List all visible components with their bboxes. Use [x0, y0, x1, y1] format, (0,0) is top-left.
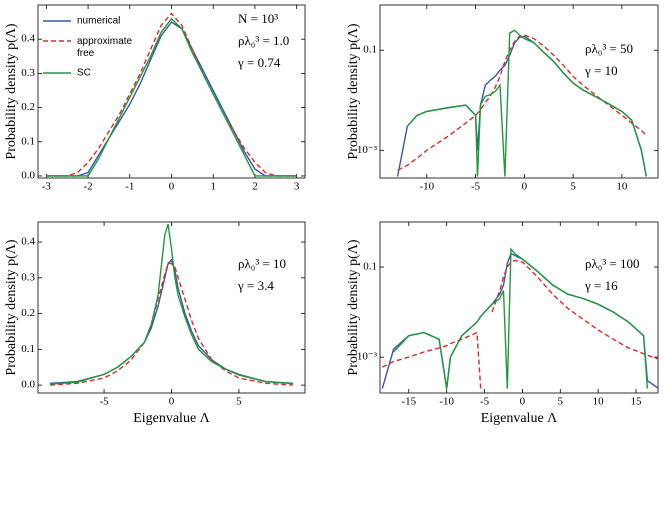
y-tick-label: 0.0 [21, 379, 35, 391]
annotation: ρλ₀³ = 50 [585, 41, 633, 56]
y-tick-label: 0.1 [21, 135, 35, 147]
series-line [396, 35, 647, 177]
x-tick-label: 10 [593, 396, 605, 408]
x-tick-label: -5 [99, 396, 109, 408]
y-axis-label: Probability density p(Λ) [346, 23, 361, 159]
annotation: γ = 16 [584, 278, 618, 293]
x-axis-label: Eigenvalue Λ [481, 411, 558, 426]
x-tick-label: -3 [42, 181, 52, 193]
panel: -15 -10 -5 0 5 10 15 10⁻³ 0.1 ρλ₀³ = 100 γ = 16 Pro… [346, 221, 659, 426]
series-line [46, 21, 297, 177]
annotation: ρλ₀³ = 1.0 [238, 33, 289, 48]
y-tick-label: 0.1 [363, 261, 377, 273]
series-line [381, 252, 658, 389]
annotation: γ = 0.74 [237, 55, 281, 70]
x-tick-label: -5 [471, 181, 481, 193]
y-tick-label: 0.0 [21, 169, 35, 181]
y-tick-label: 0.4 [21, 33, 35, 45]
x-tick-label: 1 [210, 181, 216, 193]
plot-frame [379, 4, 659, 179]
x-tick-label: 2 [252, 181, 258, 193]
series-group [396, 29, 647, 177]
plot-frame [37, 4, 306, 179]
legend-label: SC [77, 68, 91, 79]
x-tick-label: -10 [439, 396, 454, 408]
x-tick-label: 15 [631, 396, 643, 408]
annotation: γ = 3.4 [237, 278, 274, 293]
series-line [406, 29, 647, 177]
x-tick-label: 0 [169, 181, 175, 193]
series-line [46, 12, 297, 177]
x-tick-label: -2 [83, 181, 92, 193]
x-tick-label: 0 [520, 396, 526, 408]
x-tick-label: 0 [522, 181, 528, 193]
y-tick-label: 0.4 [21, 236, 35, 248]
series-line [50, 223, 293, 385]
y-axis-label: Probability density p(Λ) [4, 23, 19, 159]
y-axis-label: Probability density p(Λ) [346, 239, 361, 375]
plot-frame [379, 221, 659, 394]
x-tick-label: 0 [169, 396, 175, 408]
y-tick-label: 0.3 [21, 271, 35, 283]
x-tick-label: 5 [570, 181, 576, 193]
y-axis-label: Probability density p(Λ) [4, 239, 19, 375]
annotation: ρλ₀³ = 10 [238, 256, 286, 271]
series-line [381, 259, 658, 389]
x-tick-label: 5 [558, 396, 564, 408]
legend-label: approximate free [77, 36, 135, 59]
annotation: γ = 10 [584, 63, 618, 78]
series-group [381, 247, 658, 389]
x-tick-label: 3 [294, 181, 300, 193]
y-tick-label: 0.2 [21, 307, 35, 319]
series-line [46, 17, 297, 177]
y-tick-label: 0.2 [21, 101, 35, 113]
annotation: N = 10³ [238, 11, 278, 26]
x-tick-label: 5 [236, 396, 242, 408]
y-tick-label: 0.1 [21, 343, 35, 355]
y-tick-label: 0.3 [21, 67, 35, 79]
x-tick-label: -1 [125, 181, 134, 193]
x-tick-label: -5 [480, 396, 490, 408]
x-tick-label: 10 [616, 181, 628, 193]
series-line [393, 247, 649, 389]
panel: -5 0 5 0.0 0.1 0.2 0.3 0.4 ρλ₀³ = 10 γ = 3.4 Proba… [4, 221, 306, 426]
x-tick-label: -10 [419, 181, 434, 193]
series-group [46, 12, 297, 177]
y-tick-label: 10⁻³ [357, 144, 378, 156]
y-tick-label: 0.1 [363, 44, 377, 56]
y-tick-label: 10⁻³ [357, 351, 378, 363]
annotation: ρλ₀³ = 100 [585, 256, 640, 271]
x-tick-label: -15 [401, 396, 416, 408]
panel: -10 -5 0 5 10 10⁻³ 0.1 ρλ₀³ = 50 γ = 10 Probabili… [346, 4, 659, 193]
panel: -3 -2 -1 0 1 2 3 0.0 0.1 0.2 0.3 0.4 N = 10³ ρλ₀³ = 1… [4, 4, 306, 193]
legend-label: numerical [77, 16, 120, 27]
x-axis-label: Eigenvalue Λ [133, 411, 210, 426]
series-group [50, 223, 293, 386]
